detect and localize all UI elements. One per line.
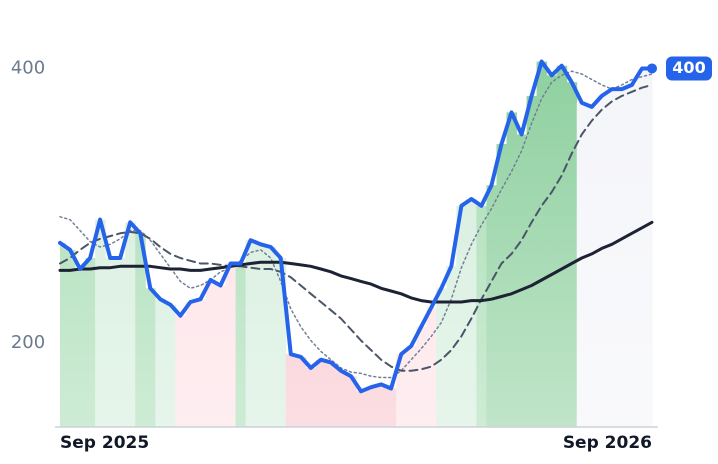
last-point	[647, 63, 657, 74]
x-tick-label: Sep 2026	[563, 433, 652, 453]
series-line	[59, 70, 653, 379]
series-line	[58, 220, 654, 304]
lines	[58, 59, 654, 394]
series-line	[58, 59, 654, 394]
last-badge	[666, 56, 712, 81]
y-tick-label: 200	[11, 332, 45, 353]
last-value-label: 400	[672, 58, 705, 77]
series-line	[59, 83, 653, 372]
y-tick-label: 400	[11, 57, 45, 78]
x-tick-label: Sep 2025	[60, 433, 149, 453]
fade-overlay	[60, 40, 652, 427]
